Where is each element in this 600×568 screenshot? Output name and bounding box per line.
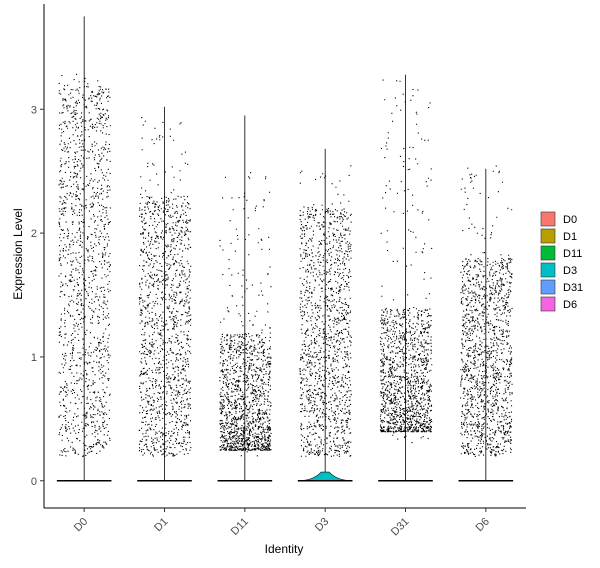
violin-group-D0 — [56, 16, 112, 482]
legend-label: D31 — [563, 282, 583, 294]
y-tick-label: 1 — [31, 352, 37, 364]
jitter-points-D3 — [299, 165, 352, 457]
legend: D0 D1 D11 D3 D31 D6 — [540, 211, 583, 312]
legend-swatch — [540, 279, 556, 295]
legend-swatch — [540, 211, 556, 227]
legend-item-D31: D31 — [540, 279, 583, 295]
legend-label: D11 — [563, 248, 582, 260]
legend-swatch — [540, 262, 556, 278]
points-D31 — [379, 79, 433, 444]
violin-group-D3 — [297, 148, 353, 482]
y-axis-ticks: 0 1 2 3 — [31, 104, 44, 488]
legend-item-D1: D1 — [540, 228, 577, 244]
legend-label: D6 — [563, 299, 577, 311]
jitter-points-D0 — [58, 73, 111, 458]
x-tick-label: D6 — [474, 516, 492, 534]
legend-label: D0 — [563, 214, 577, 226]
jitter-points-D11 — [219, 172, 272, 457]
legend-swatch — [540, 245, 556, 261]
violin-base-D3 — [297, 471, 353, 482]
jitter-points-D31 — [379, 79, 433, 444]
plot-area — [56, 16, 514, 482]
x-tick-label: D3 — [313, 516, 331, 534]
x-tick-label: D0 — [72, 516, 90, 534]
points-D3 — [299, 165, 352, 457]
x-axis-title: Identity — [265, 542, 304, 556]
y-tick-label: 3 — [31, 104, 37, 116]
legend-item-D0: D0 — [540, 211, 577, 227]
points-D11 — [219, 172, 272, 457]
jitter-points-D6 — [460, 165, 513, 457]
legend-swatch — [540, 228, 556, 244]
points-D0 — [58, 73, 111, 458]
x-tick-label: D11 — [229, 516, 251, 538]
jitter-points-D1 — [138, 117, 192, 457]
y-tick-label: 2 — [31, 228, 37, 240]
violin-group-D31 — [378, 74, 433, 482]
x-tick-label: D31 — [389, 516, 412, 539]
legend-item-D6: D6 — [540, 296, 577, 312]
violin-group-D1 — [137, 106, 192, 482]
y-axis-title: Expression Level — [11, 208, 25, 299]
x-axis-ticks: D0 D1 D11 D3 D31 D6 — [72, 508, 492, 538]
x-tick-label: D1 — [152, 516, 170, 534]
legend-item-D11: D11 — [540, 245, 582, 261]
points-D1 — [138, 117, 192, 457]
legend-label: D1 — [563, 231, 577, 243]
legend-item-D3: D3 — [540, 262, 577, 278]
legend-label: D3 — [563, 265, 577, 277]
legend-swatch — [540, 296, 556, 312]
points-D6 — [460, 165, 513, 457]
violin-group-D11 — [217, 115, 273, 482]
y-tick-label: 0 — [31, 476, 37, 488]
violin-group-D6 — [458, 165, 514, 482]
